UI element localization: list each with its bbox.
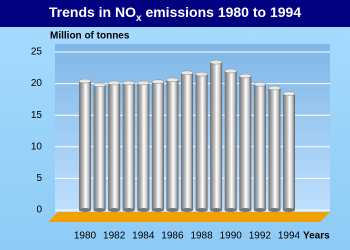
bar-cap: [239, 73, 252, 79]
bar: [93, 84, 106, 210]
bar: [253, 84, 266, 210]
bar-cap: [151, 79, 165, 84]
bar: [210, 62, 223, 210]
bar-base: [166, 208, 179, 212]
bar-base: [268, 208, 281, 212]
title-part: Trends in NO: [49, 4, 136, 20]
bar-cap: [209, 59, 223, 65]
bar-cap: [224, 68, 237, 74]
x-tick-label: 1994: [278, 231, 301, 242]
floor: [48, 212, 330, 222]
bar-cap: [137, 80, 150, 86]
bar-base: [93, 208, 106, 212]
bar-cap: [93, 82, 106, 88]
bar: [224, 70, 237, 211]
bar-base: [195, 208, 208, 212]
bar-base: [253, 208, 266, 212]
y-axis-label: Million of tonnes: [50, 31, 130, 42]
bar: [122, 82, 135, 210]
bar: [166, 79, 179, 210]
bar-base: [224, 208, 237, 212]
bar: [79, 81, 91, 211]
title-bar: [0, 0, 350, 27]
bar-base: [122, 208, 135, 212]
bar-base: [108, 208, 121, 212]
bar: [151, 81, 164, 210]
chart-title: Trends in NOx emissions 1980 to 1994: [49, 4, 301, 24]
bar-base: [181, 208, 193, 212]
title-part: emissions 1980 to 1994: [142, 4, 302, 20]
bar-cap: [166, 77, 179, 83]
bar: [283, 93, 295, 210]
y-tick-label: 5: [36, 173, 42, 184]
bar-cap: [282, 91, 296, 96]
bar-base: [283, 208, 295, 212]
bar-base: [210, 208, 223, 212]
bar: [181, 72, 193, 210]
x-tick-label: 1984: [132, 231, 155, 242]
title-subscript: x: [136, 13, 142, 24]
bar-cap: [195, 71, 208, 77]
y-tick-label: 0: [36, 205, 42, 216]
bar-base: [151, 208, 164, 212]
x-tick-label: 1980: [74, 231, 97, 242]
y-tick-label: 20: [31, 78, 43, 89]
x-tick-label: 1990: [220, 231, 243, 242]
bar-base: [79, 208, 91, 212]
bar-cap: [122, 80, 135, 86]
x-axis-label: Years: [303, 231, 330, 242]
y-tick-label: 15: [31, 110, 43, 121]
bar: [137, 82, 150, 210]
bar: [268, 88, 281, 210]
bar-cap: [268, 85, 281, 91]
bar: [108, 82, 121, 210]
bar-base: [137, 208, 150, 212]
x-tick-label: 1988: [190, 231, 213, 242]
y-tick-label: 10: [31, 141, 43, 152]
bar-base: [239, 208, 252, 212]
x-tick-label: 1982: [103, 231, 126, 242]
x-tick-label: 1992: [249, 231, 272, 242]
bar: [239, 76, 252, 211]
y-tick-label: 25: [31, 47, 43, 58]
bar-cap: [78, 78, 92, 84]
x-tick-label: 1986: [161, 231, 184, 242]
bar-cap: [107, 80, 121, 86]
bar-cap: [253, 81, 267, 87]
bar: [195, 74, 208, 211]
bar-cap: [180, 70, 194, 76]
